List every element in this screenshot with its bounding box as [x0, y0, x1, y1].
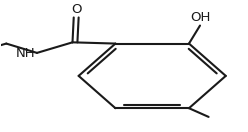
- Text: NH: NH: [16, 47, 36, 60]
- Text: OH: OH: [190, 11, 210, 24]
- Text: O: O: [71, 3, 81, 16]
